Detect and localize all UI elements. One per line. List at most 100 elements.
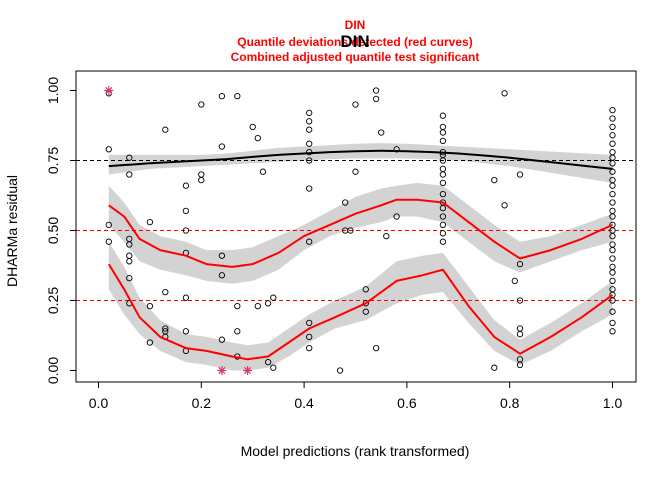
- residual-point: [516, 361, 524, 369]
- y-tick-label: 0.25: [45, 287, 61, 314]
- residual-point: [306, 344, 313, 352]
- residual-point: [126, 258, 133, 265]
- residual-point: [393, 213, 400, 220]
- residual-point: [609, 199, 616, 206]
- residual-point: [198, 101, 205, 108]
- residual-point: [182, 294, 190, 301]
- residual-point: [306, 118, 313, 125]
- residual-point: [162, 288, 169, 296]
- residual-point: [439, 213, 447, 220]
- residual-point: [254, 302, 261, 310]
- y-tick-label: 1.00: [45, 77, 61, 104]
- residual-points: [105, 87, 616, 374]
- confidence-bands: [108, 143, 613, 371]
- residual-point: [372, 344, 380, 352]
- y-axis: 0.00 0.25 0.50 0.75 1.00: [45, 77, 76, 384]
- residual-point: [439, 190, 447, 198]
- plot-frame: [75, 70, 637, 383]
- residual-point: [439, 157, 447, 164]
- chart-title-line-2: Quantile deviations detected (red curves…: [237, 35, 472, 49]
- residual-point: [105, 146, 112, 153]
- chart-main-title: DIN: [340, 32, 369, 51]
- residual-point: [362, 300, 369, 307]
- residual-point: [126, 252, 133, 259]
- residual-point: [609, 308, 616, 315]
- x-axis: 0.0 0.2 0.4 0.6 0.8 1.0: [89, 382, 623, 411]
- x-tick-label: 1.0: [603, 395, 623, 411]
- residual-point: [105, 221, 112, 229]
- residual-point: [347, 227, 354, 234]
- residual-point: [609, 160, 616, 167]
- quantile-curves: [107, 149, 614, 361]
- residual-point: [264, 300, 272, 307]
- residual-point: [609, 140, 616, 147]
- x-tick-label: 0.2: [192, 395, 212, 411]
- residual-point: [609, 263, 616, 271]
- outlier-marker: [217, 366, 227, 375]
- residual-point: [491, 176, 498, 184]
- residual-point: [234, 92, 241, 100]
- residual-point: [516, 297, 524, 304]
- residual-point: [306, 157, 313, 164]
- residual-point: [146, 302, 154, 310]
- residual-point: [439, 129, 447, 136]
- residual-point: [609, 241, 616, 248]
- residual-point: [306, 319, 313, 327]
- x-tick-label: 0.4: [294, 395, 314, 411]
- residual-point: [306, 238, 313, 245]
- residual-point: [609, 232, 616, 240]
- residual-point: [182, 182, 190, 189]
- residual-point: [182, 328, 190, 335]
- residual-point: [491, 364, 498, 371]
- residual-point: [198, 176, 205, 184]
- residual-point: [372, 95, 380, 103]
- residual-point: [182, 207, 190, 215]
- band-q0.5: [108, 182, 613, 284]
- residual-point: [126, 274, 133, 282]
- x-axis-label: Model predictions (rank transformed): [241, 443, 470, 459]
- residual-point: [378, 129, 385, 136]
- band-q0.75: [108, 143, 613, 183]
- residual-point: [609, 168, 616, 175]
- residual-point: [306, 185, 313, 192]
- y-tick-label: 0.00: [45, 357, 61, 384]
- residual-point: [383, 232, 390, 240]
- residual-point: [182, 227, 190, 234]
- residual-point: [342, 199, 349, 206]
- residual-point: [270, 294, 277, 301]
- residual-point: [609, 132, 616, 139]
- residual-point: [249, 123, 256, 131]
- residual-point: [218, 143, 226, 150]
- residual-point: [516, 260, 524, 268]
- residual-point: [439, 179, 447, 187]
- x-tick-label: 0.6: [397, 395, 417, 411]
- residual-point: [306, 126, 313, 133]
- residual-point: [306, 333, 313, 341]
- residual-point: [439, 204, 447, 212]
- residual-point: [146, 339, 154, 346]
- residual-point: [362, 308, 369, 315]
- residual-point: [609, 115, 616, 122]
- residual-point: [501, 202, 508, 209]
- residual-point: [162, 325, 169, 332]
- residual-point: [105, 238, 112, 245]
- residual-point: [609, 319, 616, 327]
- residual-point: [362, 286, 369, 293]
- residual-point: [439, 137, 447, 145]
- y-tick-label: 0.50: [45, 217, 61, 244]
- residual-point: [126, 241, 133, 248]
- residual-point: [198, 171, 205, 178]
- x-tick-label: 0.0: [89, 395, 109, 411]
- residual-point: [609, 328, 616, 335]
- residual-point: [234, 328, 241, 335]
- residual-point: [439, 238, 447, 245]
- residual-point: [439, 112, 447, 119]
- residual-point: [501, 90, 508, 97]
- chart-title-line-3: Combined adjusted quantile test signific…: [231, 50, 480, 64]
- residual-point: [439, 221, 447, 229]
- residual-point: [609, 277, 616, 285]
- residual-point: [306, 109, 313, 117]
- residual-point: [218, 92, 226, 100]
- residual-point: [372, 87, 380, 94]
